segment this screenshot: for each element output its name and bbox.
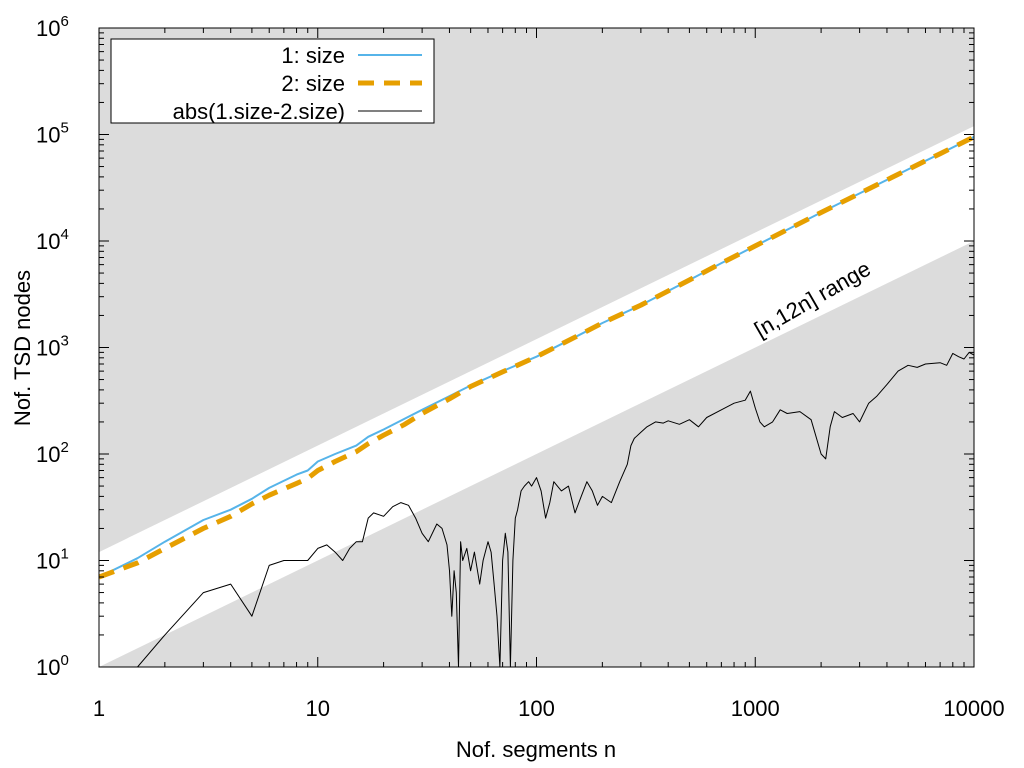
legend-label: abs(1.size-2.size) — [173, 99, 345, 124]
legend-box — [110, 38, 435, 124]
legend: 1: size 2: size abs(1.size-2.size) — [110, 38, 435, 124]
ticks-layer: 1 10 100 1000 10000 100 101 102 103 104 105 106 — [36, 13, 1005, 721]
x-tick-label: 100 — [518, 696, 555, 721]
x-tick-label: 10000 — [943, 696, 1004, 721]
y-tick-label: 105 — [36, 120, 69, 148]
legend-label: 1: size — [281, 43, 345, 68]
y-tick-label: 106 — [36, 13, 69, 41]
x-axis-title: Nof. segments n — [456, 737, 616, 762]
legend-label: 2: size — [281, 71, 345, 96]
series-layer — [99, 134, 974, 667]
plot-area — [99, 28, 974, 667]
series-line-2 — [99, 134, 974, 580]
range-band — [99, 126, 974, 667]
plot-frame — [98, 27, 975, 668]
y-tick-label: 101 — [36, 546, 69, 574]
y-tick-label: 103 — [36, 333, 69, 361]
x-tick-label: 10 — [306, 696, 330, 721]
series-line-3 — [137, 351, 974, 667]
y-tick-label: 102 — [36, 439, 69, 467]
x-tick-label: 1000 — [731, 696, 780, 721]
y-tick-label: 100 — [36, 652, 69, 680]
y-tick-label: 104 — [36, 226, 69, 254]
y-axis-title: Nof. TSD nodes — [10, 270, 35, 426]
x-tick-label: 1 — [93, 696, 105, 721]
